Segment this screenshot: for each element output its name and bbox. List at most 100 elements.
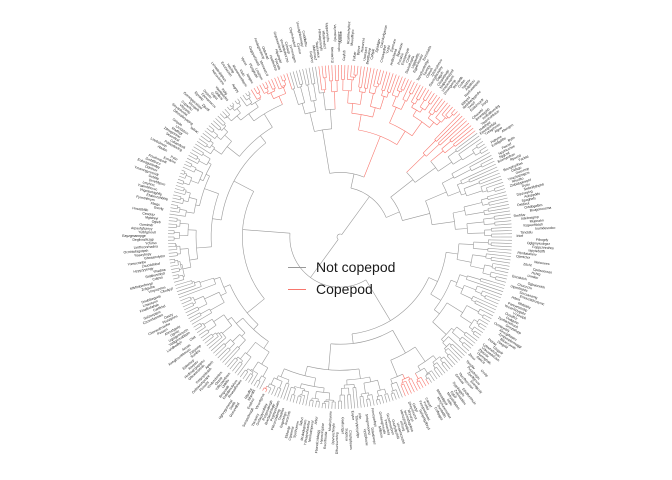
internal-branch <box>256 91 258 94</box>
tip-label-mark: Iirlin <box>358 413 363 420</box>
tip-label-mark: Hfadzreshzl <box>321 31 327 49</box>
tip-branch <box>451 355 458 363</box>
internal-branch <box>390 393 393 397</box>
internal-branch <box>355 387 357 394</box>
internal-branch <box>186 175 192 178</box>
internal-branch <box>406 93 411 102</box>
tip-branch <box>448 358 456 366</box>
internal-branch <box>179 268 182 270</box>
internal-branch <box>486 185 494 189</box>
internal-branch <box>455 228 468 230</box>
tip-label-mark: Bcertyedhzn <box>497 152 516 164</box>
branch-arc <box>179 207 181 213</box>
internal-branch <box>223 337 227 340</box>
branch-arc <box>487 196 489 200</box>
internal-branch <box>425 379 428 382</box>
internal-branch <box>310 79 313 85</box>
branch-arc <box>483 219 485 225</box>
internal-branch <box>191 165 197 169</box>
internal-branch <box>203 318 213 325</box>
internal-branch <box>463 334 469 338</box>
internal-branch <box>456 326 466 334</box>
tree-branches <box>167 64 513 409</box>
branch-arc <box>460 285 465 294</box>
internal-branch <box>377 390 379 397</box>
internal-branch <box>183 189 187 191</box>
branch-arc <box>452 212 456 230</box>
internal-branch <box>492 263 497 265</box>
internal-branch <box>471 165 482 172</box>
internal-branch <box>449 353 452 357</box>
tip-label-mark: Bsugonoocma <box>530 206 552 213</box>
tip-branch <box>242 373 247 380</box>
internal-branch <box>189 169 195 173</box>
internal-branch <box>491 257 497 259</box>
internal-branch <box>428 377 430 380</box>
branch-arc <box>237 356 243 362</box>
internal-branch <box>233 357 236 361</box>
internal-branch <box>247 298 265 314</box>
tip-label-mark: Imhzrg <box>399 420 406 431</box>
internal-branch <box>328 343 332 370</box>
internal-branch <box>366 78 370 89</box>
tip-branch <box>176 182 181 184</box>
tip-label-mark: Uuuutghboomayi <box>295 21 304 47</box>
internal-branch <box>227 349 231 353</box>
internal-branch <box>236 361 241 366</box>
internal-branch <box>484 223 495 225</box>
tip-branch <box>454 122 470 137</box>
internal-branch <box>405 380 407 383</box>
internal-branch <box>194 154 199 157</box>
internal-branch <box>256 373 258 375</box>
internal-branch <box>391 89 395 96</box>
internal-branch <box>480 161 486 165</box>
tip-label-mark: Otdcfead <box>261 46 270 60</box>
internal-branch <box>236 356 239 360</box>
tip-branch <box>438 100 446 109</box>
internal-branch <box>369 398 371 402</box>
internal-branch <box>369 376 372 382</box>
branch-arc <box>193 167 197 173</box>
internal-branch <box>438 131 451 144</box>
tip-label-mark: Pssaen <box>157 327 169 336</box>
tip-branch <box>215 349 223 356</box>
branch-arc <box>401 380 406 384</box>
tip-label-mark: Cehsuip <box>284 41 291 54</box>
tip-label-mark: Zusbttbvcc <box>145 156 162 166</box>
internal-branch <box>424 103 430 111</box>
internal-branch <box>179 209 187 211</box>
tip-branch <box>394 395 397 400</box>
tip-label-mark: Odnfnov <box>144 164 158 172</box>
tip-label-mark: Tbcooicy <box>251 413 260 427</box>
internal-branch <box>430 150 444 162</box>
tip-branch <box>245 93 248 96</box>
internal-branch <box>232 107 235 111</box>
internal-branch <box>441 117 446 123</box>
tip-label-mark: Gomimdr <box>139 223 154 228</box>
internal-branch <box>296 85 298 88</box>
internal-branch <box>438 161 452 172</box>
internal-branch <box>198 303 208 309</box>
internal-branch <box>359 396 361 402</box>
tip-branch <box>402 388 406 397</box>
tip-label-mark: Rhtbiahy <box>517 301 531 310</box>
internal-branch <box>439 133 453 146</box>
internal-branch <box>269 387 272 391</box>
internal-branch <box>425 375 428 379</box>
tip-branch <box>426 380 430 385</box>
tip-label-mark: Pareyetzosbp <box>507 301 528 312</box>
internal-branch <box>233 180 254 192</box>
internal-branch <box>224 134 232 142</box>
tip-branch <box>208 125 214 130</box>
internal-branch <box>412 109 417 117</box>
tip-label-mark: Algoe <box>494 126 504 134</box>
tip-branch <box>234 100 238 104</box>
branch-arc <box>419 106 426 111</box>
internal-branch <box>487 206 497 209</box>
internal-branch <box>466 279 480 284</box>
internal-branch <box>379 96 385 110</box>
tip-label-mark: Rvzgyoalengb <box>262 400 274 421</box>
internal-branch <box>406 154 425 173</box>
branch-arc <box>264 91 269 94</box>
internal-branch <box>175 264 179 266</box>
